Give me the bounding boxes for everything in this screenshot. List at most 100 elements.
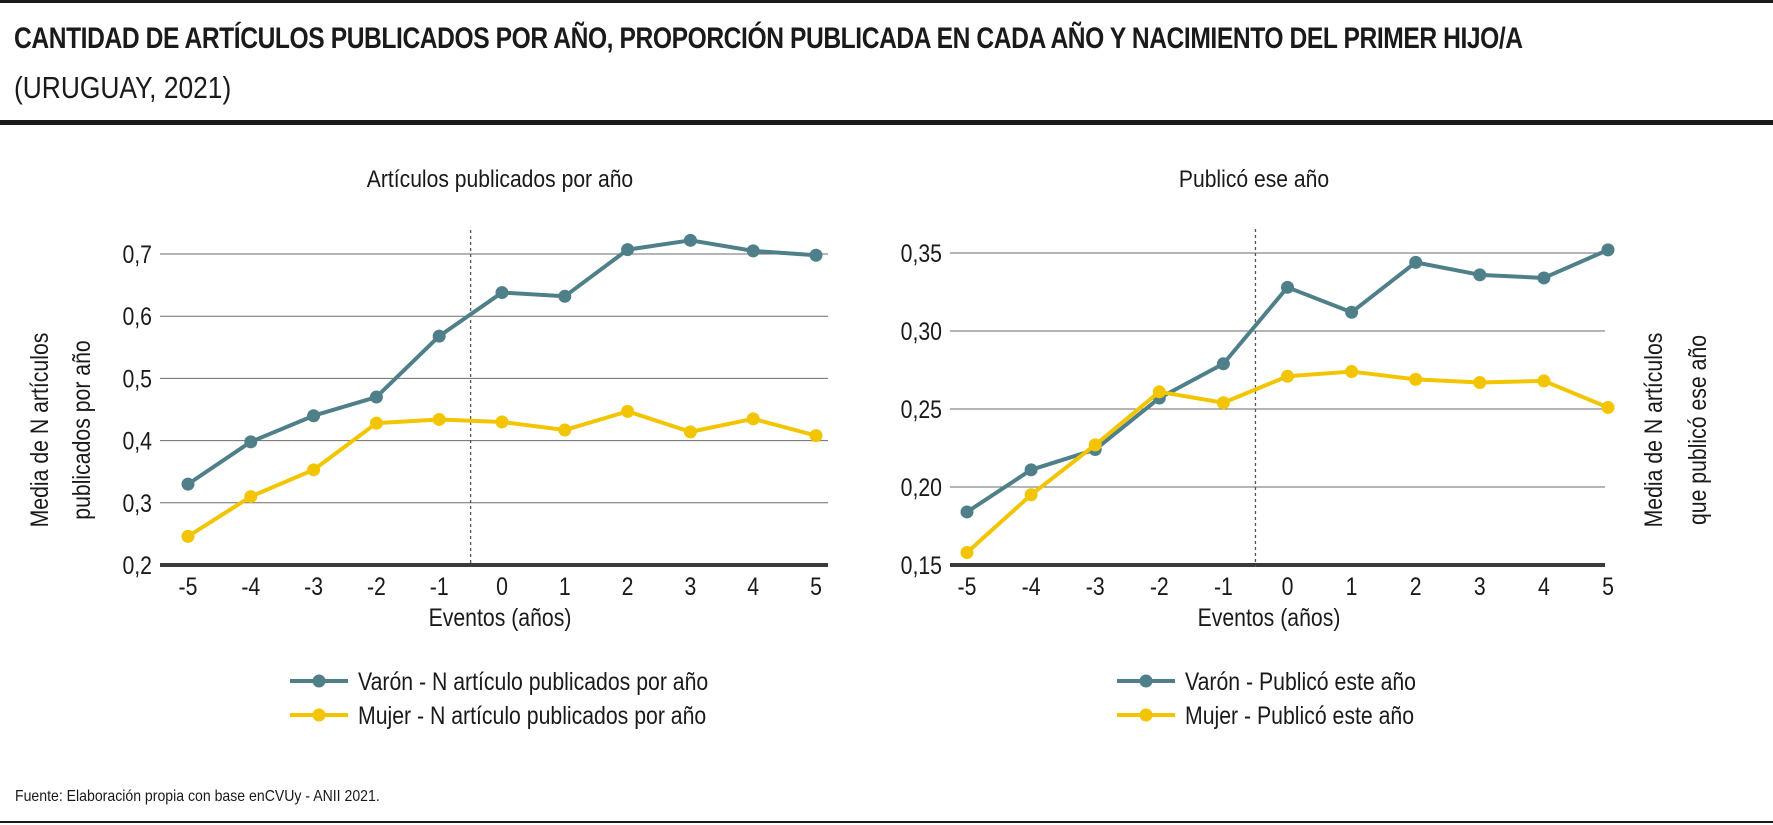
x-tick-label: -5 [958,572,977,600]
legend-entry: Varón - N artículo publicados por año [290,667,708,695]
legend-entry: Mujer - N artículo publicados por año [290,701,706,729]
x-axis-label: Eventos (años) [429,603,572,631]
y-tick-label: 0,35 [901,239,942,267]
y-tick-label: 0,5 [122,365,152,393]
x-tick-label: -5 [179,572,198,600]
x-tick-label: -2 [1150,572,1169,600]
data-point [369,416,383,430]
data-point [960,505,974,519]
y-axis-label-line: publicados por año [67,340,95,519]
x-tick-label: 4 [1538,572,1550,600]
data-point [683,425,697,439]
y-tick-label: 0,15 [901,551,942,579]
y-tick-label: 0,4 [122,427,152,455]
x-tick-label: -2 [367,572,386,600]
legend-swatch-marker [1139,674,1153,688]
x-tick-label: 4 [747,572,759,600]
data-point [432,412,446,426]
chart-title: Publicó ese año [1179,166,1329,193]
data-point [181,477,195,491]
legend-swatch-marker [312,708,326,722]
data-point [1088,438,1102,452]
data-point [244,490,258,504]
x-tick-label: -4 [1022,572,1041,600]
legend-swatch-marker [1139,708,1153,722]
x-tick-label: 0 [496,572,508,600]
y-axis-label-line: que publicó ese año [1683,335,1711,525]
figure-subtitle: (URUGUAY, 2021) [14,70,232,105]
legend-label: Varón - N artículo publicados por año [358,667,708,695]
data-point [1345,305,1359,319]
y-tick-label: 0,20 [901,473,942,501]
data-point [1216,357,1230,371]
data-point [1281,369,1294,383]
data-point [1601,243,1615,257]
chart-panel-2: Publicó ese año 0,15 0,20 0,25 0,30 0,35 -5 -4 -… [901,166,1712,730]
y-axis-label-line: Media de N artículos [1639,333,1667,528]
data-point [244,435,258,449]
y-tick-label: 0,7 [122,240,152,268]
data-point [1024,488,1038,502]
data-point [621,404,635,418]
figure-title: CANTIDAD DE ARTÍCULOS PUBLICADOS POR AÑO… [14,22,1523,55]
x-tick-label: -3 [304,572,323,600]
data-point [1345,365,1359,379]
data-point [558,423,572,437]
bottom-rule [0,821,1773,823]
y-tick-label: 0,30 [901,317,942,345]
chart-title: Artículos publicados por año [367,166,633,193]
data-point [746,244,760,258]
x-tick-label: 2 [1410,572,1422,600]
data-point [1473,268,1487,282]
x-tick-label: 3 [684,572,696,600]
data-point [181,529,195,543]
series-mujer [960,365,1615,560]
x-tick-label: -3 [1086,572,1105,600]
x-tick-label: -1 [1214,572,1233,600]
legend-entry: Varón - Publicó este año [1117,667,1416,695]
x-axis-label: Eventos (años) [1198,603,1341,631]
x-tick-label: 5 [1602,572,1614,600]
data-point [1409,255,1423,269]
series-line [186,238,817,486]
data-point [1216,396,1230,410]
legend-label: Varón - Publicó este año [1185,667,1416,695]
data-point [809,248,823,262]
data-point [1281,280,1294,294]
x-tick-label: 0 [1282,572,1294,600]
series-varon [181,233,823,491]
data-point [809,429,823,443]
data-point [1024,463,1038,477]
data-point [1537,374,1551,388]
y-tick-label: 0,2 [122,551,152,579]
data-point [746,412,760,426]
y-tick-label: 0,25 [901,395,942,423]
x-tick-label: 1 [1346,572,1358,600]
header-rule [0,120,1773,125]
chart-panel-1: Artículos publicados por año 0,2 0,3 0,4 0,5… [25,166,828,729]
data-point [1152,385,1166,399]
x-tick-label: 5 [810,572,822,600]
data-point [307,463,321,477]
series-mujer [181,404,823,543]
data-point [432,329,446,343]
x-tick-label: -4 [241,572,260,600]
data-point [495,415,509,429]
data-point [1409,372,1423,386]
data-point [683,233,697,247]
y-axis-label-line: Media de N artículos [25,333,53,528]
legend-swatch-marker [312,674,326,688]
legend-entry: Mujer - Publicó este año [1117,701,1414,729]
data-point [960,546,974,560]
data-point [1473,375,1487,389]
x-tick-label: 3 [1474,572,1486,600]
data-point [558,289,572,303]
x-tick-label: 2 [622,572,634,600]
data-point [1537,271,1551,285]
data-point [369,390,383,404]
source-note: Fuente: Elaboración propia con base enCV… [15,788,380,805]
legend-label: Mujer - Publicó este año [1185,701,1414,729]
x-tick-label: 1 [559,572,571,600]
